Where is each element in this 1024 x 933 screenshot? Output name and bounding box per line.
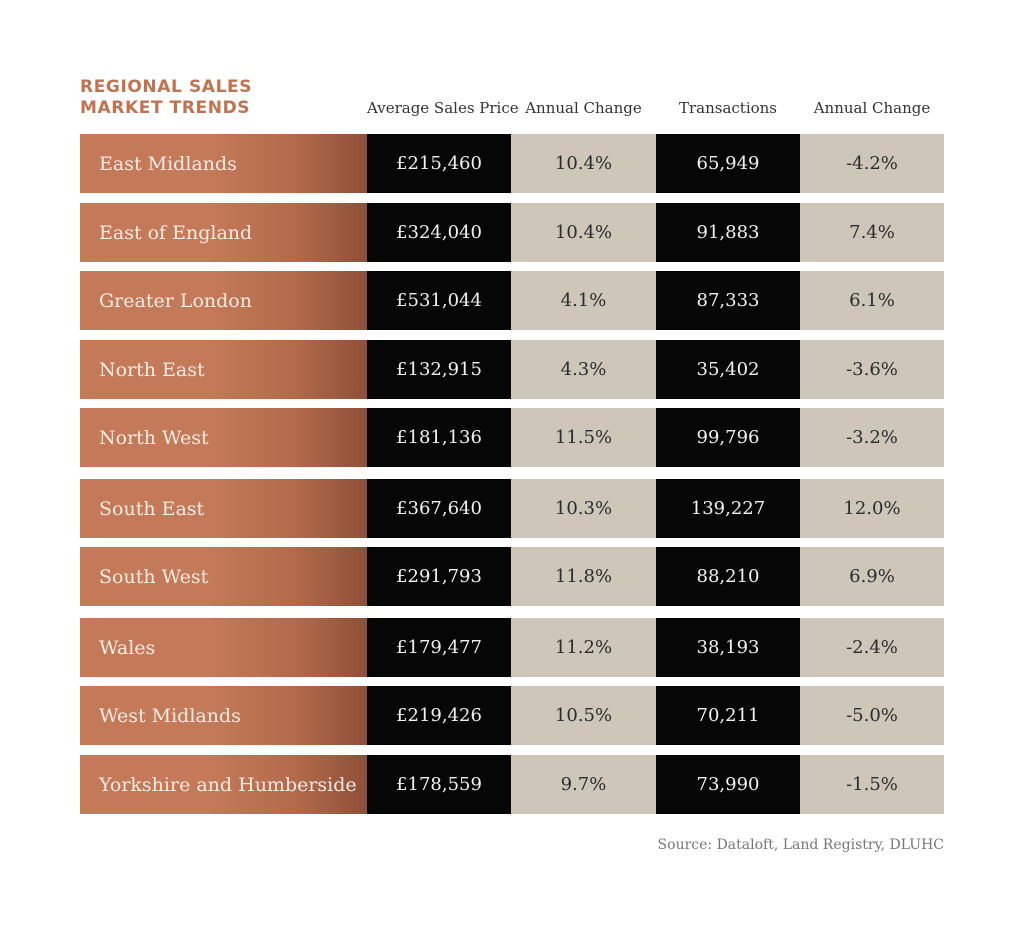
average-sales-price-cell: £531,044 (367, 271, 511, 330)
chart-title-line-1: REGIONAL SALES (80, 77, 253, 97)
transactions-cell: 35,402 (656, 340, 800, 399)
transactions-cell: 91,883 (656, 203, 800, 262)
transactions-annual-change-cell: 7.4% (800, 203, 944, 262)
column-header-transactions: Transactions (678, 99, 778, 117)
transactions-annual-change-cell: -3.6% (800, 340, 944, 399)
transactions-annual-change-cell: -1.5% (800, 755, 944, 814)
average-sales-price-cell: £367,640 (367, 479, 511, 538)
column-header-transactions-annual-change: Annual Change (813, 99, 931, 117)
average-sales-price-cell: £181,136 (367, 408, 511, 467)
region-cell: Wales (80, 618, 367, 677)
region-cell: West Midlands (80, 686, 367, 745)
average-sales-price-cell: £132,915 (367, 340, 511, 399)
price-annual-change-cell: 10.3% (511, 479, 656, 538)
transactions-annual-change-cell: 12.0% (800, 479, 944, 538)
source-note: Source: Dataloft, Land Registry, DLUHC (657, 837, 944, 853)
average-sales-price-cell: £179,477 (367, 618, 511, 677)
price-annual-change-cell: 10.5% (511, 686, 656, 745)
transactions-annual-change-cell: -2.4% (800, 618, 944, 677)
region-cell: South East (80, 479, 367, 538)
table-row: North East £132,915 4.3% 35,402 -3.6% (80, 340, 944, 399)
transactions-annual-change-cell: -5.0% (800, 686, 944, 745)
average-sales-price-cell: £215,460 (367, 134, 511, 193)
price-annual-change-cell: 10.4% (511, 134, 656, 193)
transactions-annual-change-cell: 6.9% (800, 547, 944, 606)
region-cell: South West (80, 547, 367, 606)
region-cell: Yorkshire and Humberside (80, 755, 367, 814)
region-cell: Greater London (80, 271, 367, 330)
transactions-cell: 99,796 (656, 408, 800, 467)
table-row: Wales £179,477 11.2% 38,193 -2.4% (80, 618, 944, 677)
average-sales-price-cell: £324,040 (367, 203, 511, 262)
column-header-price-annual-change: Annual Change (525, 99, 642, 117)
chart-title: REGIONAL SALES MARKET TRENDS (80, 77, 340, 119)
region-cell: North East (80, 340, 367, 399)
price-annual-change-cell: 10.4% (511, 203, 656, 262)
transactions-cell: 65,949 (656, 134, 800, 193)
chart-title-line-2: MARKET TRENDS (80, 98, 251, 118)
price-annual-change-cell: 4.3% (511, 340, 656, 399)
table-row: East of England £324,040 10.4% 91,883 7.4% (80, 203, 944, 262)
price-annual-change-cell: 11.5% (511, 408, 656, 467)
transactions-cell: 73,990 (656, 755, 800, 814)
table-row: East Midlands £215,460 10.4% 65,949 -4.2% (80, 134, 944, 193)
region-cell: North West (80, 408, 367, 467)
price-annual-change-cell: 11.2% (511, 618, 656, 677)
table-row: Yorkshire and Humberside £178,559 9.7% 73,9… (80, 755, 944, 814)
region-cell: East of England (80, 203, 367, 262)
transactions-cell: 139,227 (656, 479, 800, 538)
average-sales-price-cell: £178,559 (367, 755, 511, 814)
price-annual-change-cell: 9.7% (511, 755, 656, 814)
table-row: Greater London £531,044 4.1% 87,333 6.1% (80, 271, 944, 330)
table-row: South West £291,793 11.8% 88,210 6.9% (80, 547, 944, 606)
average-sales-price-cell: £219,426 (367, 686, 511, 745)
transactions-cell: 87,333 (656, 271, 800, 330)
transactions-annual-change-cell: -4.2% (800, 134, 944, 193)
transactions-cell: 88,210 (656, 547, 800, 606)
table-row: West Midlands £219,426 10.5% 70,211 -5.0% (80, 686, 944, 745)
transactions-cell: 38,193 (656, 618, 800, 677)
average-sales-price-cell: £291,793 (367, 547, 511, 606)
price-annual-change-cell: 11.8% (511, 547, 656, 606)
price-annual-change-cell: 4.1% (511, 271, 656, 330)
transactions-annual-change-cell: 6.1% (800, 271, 944, 330)
table-row: North West £181,136 11.5% 99,796 -3.2% (80, 408, 944, 467)
column-header-average-sales-price: Average Sales Price (367, 99, 519, 117)
region-cell: East Midlands (80, 134, 367, 193)
transactions-annual-change-cell: -3.2% (800, 408, 944, 467)
table-row: South East £367,640 10.3% 139,227 12.0% (80, 479, 944, 538)
transactions-cell: 70,211 (656, 686, 800, 745)
